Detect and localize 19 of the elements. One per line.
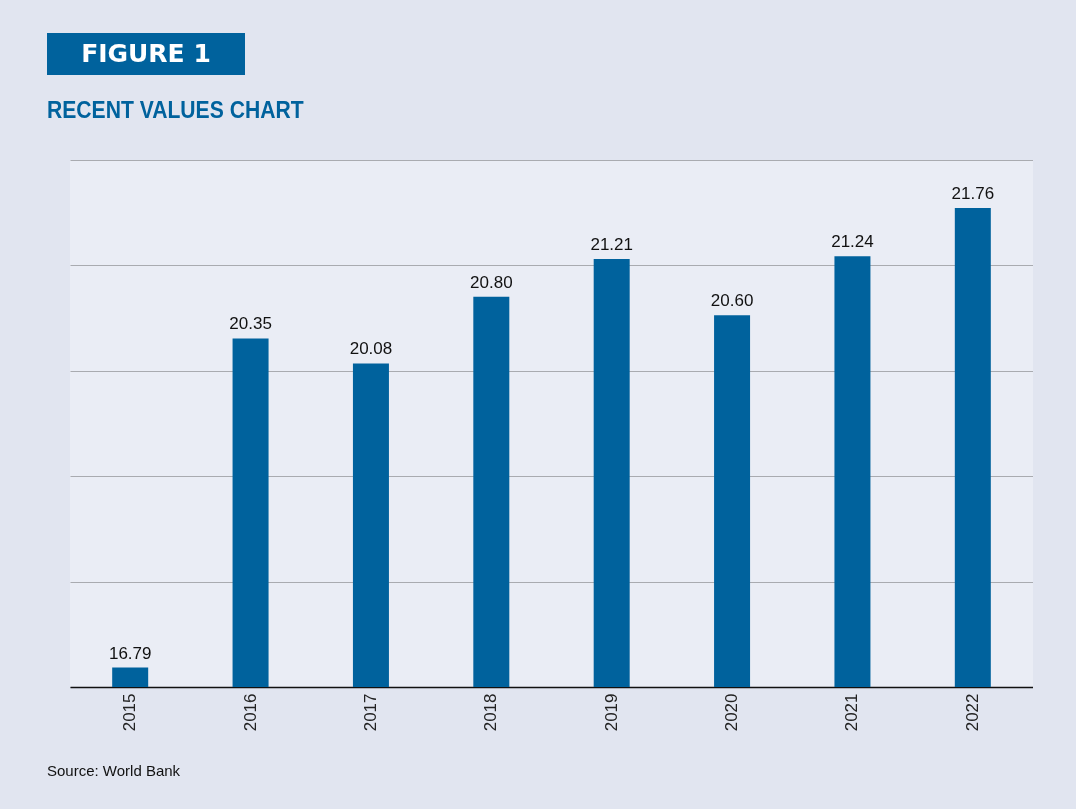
data-label: 20.35 — [229, 314, 272, 334]
data-label: 21.24 — [831, 232, 874, 252]
x-tick-label: 2019 — [601, 693, 621, 732]
x-tick-label: 2020 — [722, 693, 742, 732]
x-tick-label: 2016 — [240, 693, 260, 732]
x-tick-label: 2021 — [842, 693, 862, 732]
data-label: 21.76 — [951, 184, 995, 204]
x-tick-label: 2018 — [481, 693, 501, 732]
data-label: 20.60 — [710, 291, 754, 311]
x-tick-label: 2015 — [120, 693, 140, 732]
data-label: 21.21 — [590, 234, 633, 254]
source-note: Source: World Bank — [47, 762, 181, 779]
data-label: 20.80 — [470, 272, 513, 292]
x-tick-label: 2017 — [360, 693, 380, 732]
data-label: 16.79 — [108, 643, 152, 663]
chart-title: FIGURE 1 — [47, 33, 245, 75]
data-label: 20.08 — [349, 339, 393, 359]
chart-subtitle: RECENT VALUES CHART — [47, 96, 304, 124]
x-tick-label: 2022 — [962, 693, 982, 732]
